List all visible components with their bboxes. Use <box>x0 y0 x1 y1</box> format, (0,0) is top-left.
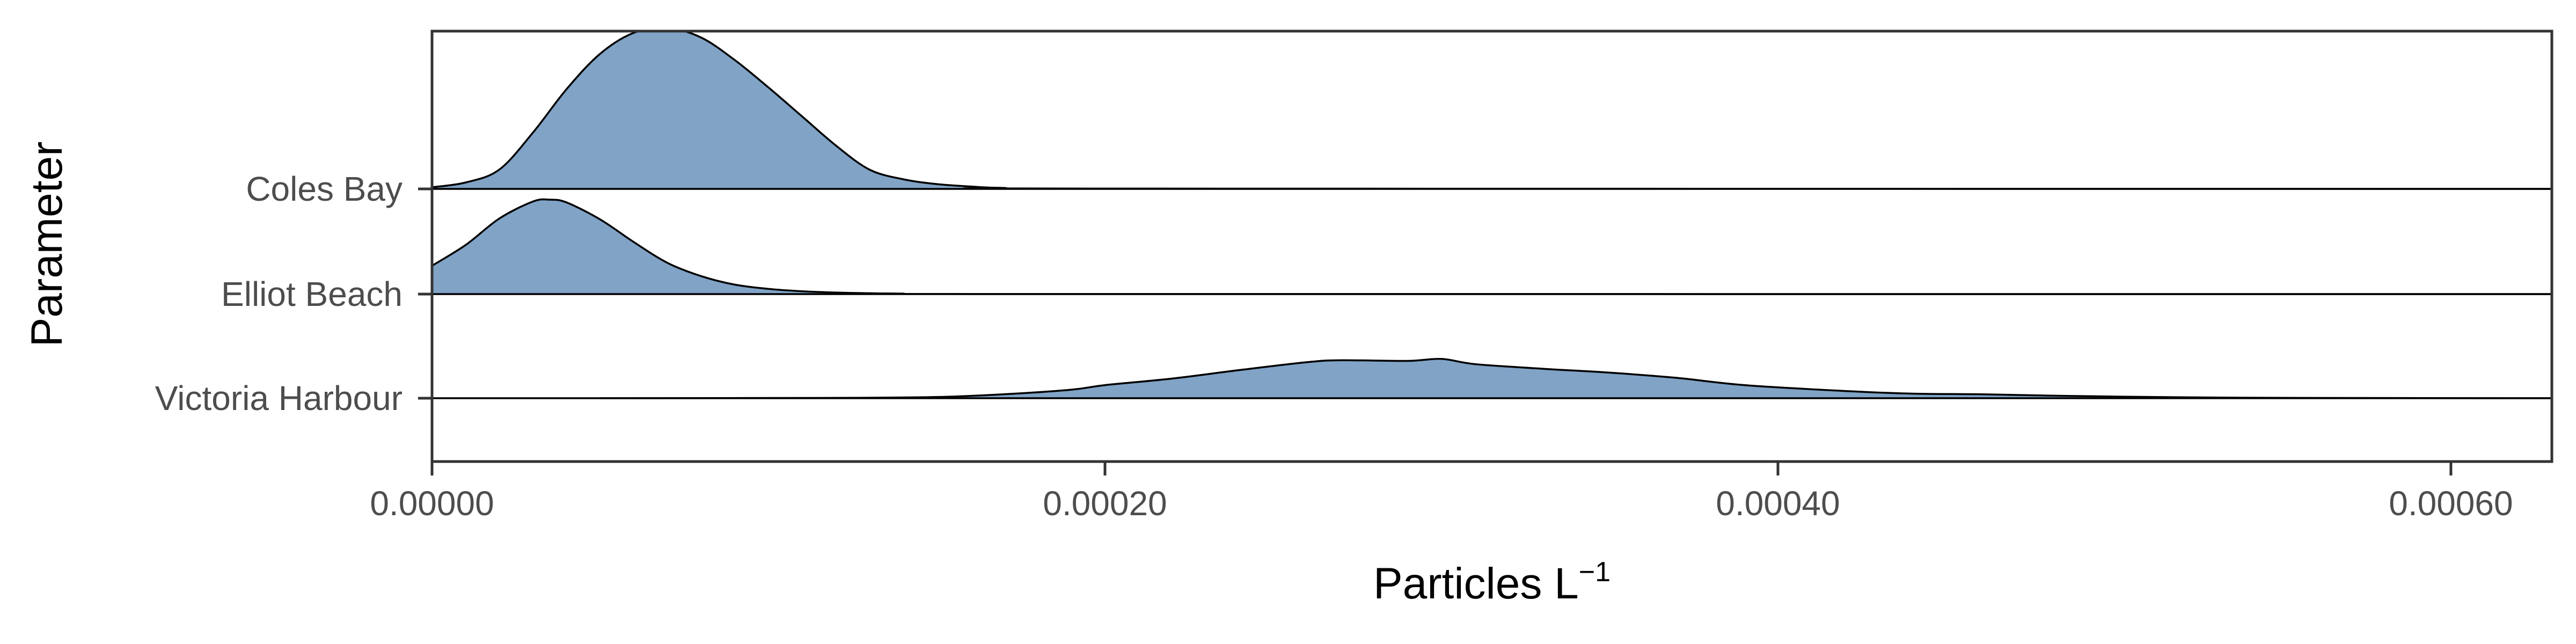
density-ridges <box>432 30 2552 399</box>
y-tick-label: Coles Bay <box>246 170 402 208</box>
x-tick-label: 0.00040 <box>1716 484 1840 523</box>
x-tick-label: 0.00000 <box>370 484 494 523</box>
x-axis-title-text: Particles L <box>1373 559 1579 608</box>
ridge-fill-2 <box>432 199 2552 294</box>
y-axis: Coles Bay Elliot Beach Victoria Harbour <box>155 170 432 418</box>
x-axis-title: Particles L−1 <box>1373 557 1611 608</box>
y-axis-title: Parameter <box>23 142 71 347</box>
x-tick-label: 0.00020 <box>1043 484 1167 523</box>
ridge-outline-2 <box>432 198 2552 295</box>
plot-panel-border <box>430 30 2553 463</box>
x-axis: 0.00000 0.00020 0.00040 0.00060 <box>370 462 2513 523</box>
ridge-fill-1 <box>432 30 2552 189</box>
ridge-outline-3 <box>600 357 2552 399</box>
ridge-fill-3 <box>600 358 2552 398</box>
x-tick-label: 0.00060 <box>2389 484 2513 523</box>
y-tick-label: Elliot Beach <box>221 275 402 313</box>
y-tick-label: Victoria Harbour <box>155 379 402 418</box>
x-axis-title-superscript: −1 <box>1579 557 1611 588</box>
